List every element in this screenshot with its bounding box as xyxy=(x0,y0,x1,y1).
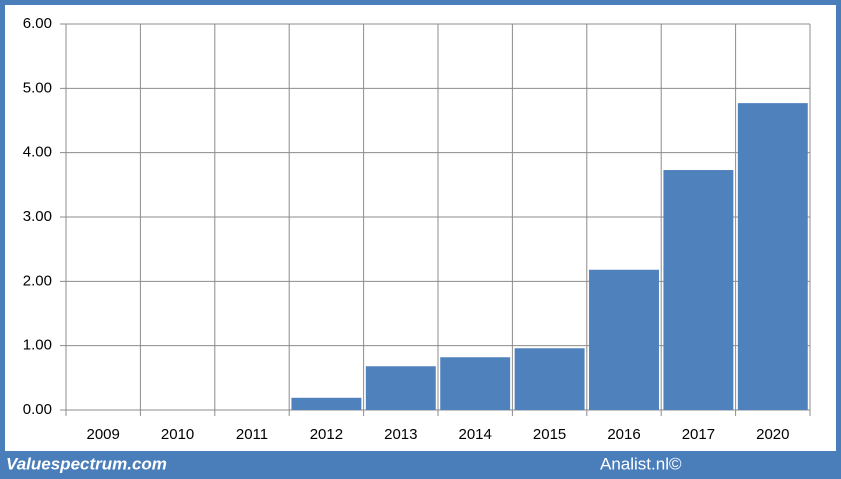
y-tick-label: 3.00 xyxy=(23,208,52,225)
bar xyxy=(589,269,659,410)
x-tick-label: 2020 xyxy=(756,426,789,443)
bar xyxy=(663,170,734,410)
footer-left: Valuespectrum.com xyxy=(6,454,167,473)
y-tick-label: 2.00 xyxy=(23,272,52,289)
bar xyxy=(291,397,362,410)
footer-right: Analist.nl© xyxy=(600,454,682,473)
x-tick-label: 2009 xyxy=(87,426,120,443)
y-tick-label: 1.00 xyxy=(23,337,52,354)
bar xyxy=(514,348,585,410)
bar xyxy=(365,366,436,410)
x-tick-label: 2010 xyxy=(161,426,194,443)
x-tick-label: 2011 xyxy=(236,426,268,443)
bar xyxy=(440,357,511,410)
x-tick-label: 2014 xyxy=(459,426,492,443)
x-tick-label: 2017 xyxy=(682,426,715,443)
y-tick-label: 5.00 xyxy=(23,79,52,96)
y-tick-label: 4.00 xyxy=(23,144,52,161)
bar xyxy=(737,103,808,410)
x-tick-label: 2013 xyxy=(384,426,417,443)
y-tick-label: 0.00 xyxy=(23,401,52,418)
x-tick-label: 2012 xyxy=(310,426,343,443)
x-tick-label: 2016 xyxy=(607,426,640,443)
y-tick-label: 6.00 xyxy=(23,15,52,32)
x-tick-label: 2015 xyxy=(533,426,566,443)
